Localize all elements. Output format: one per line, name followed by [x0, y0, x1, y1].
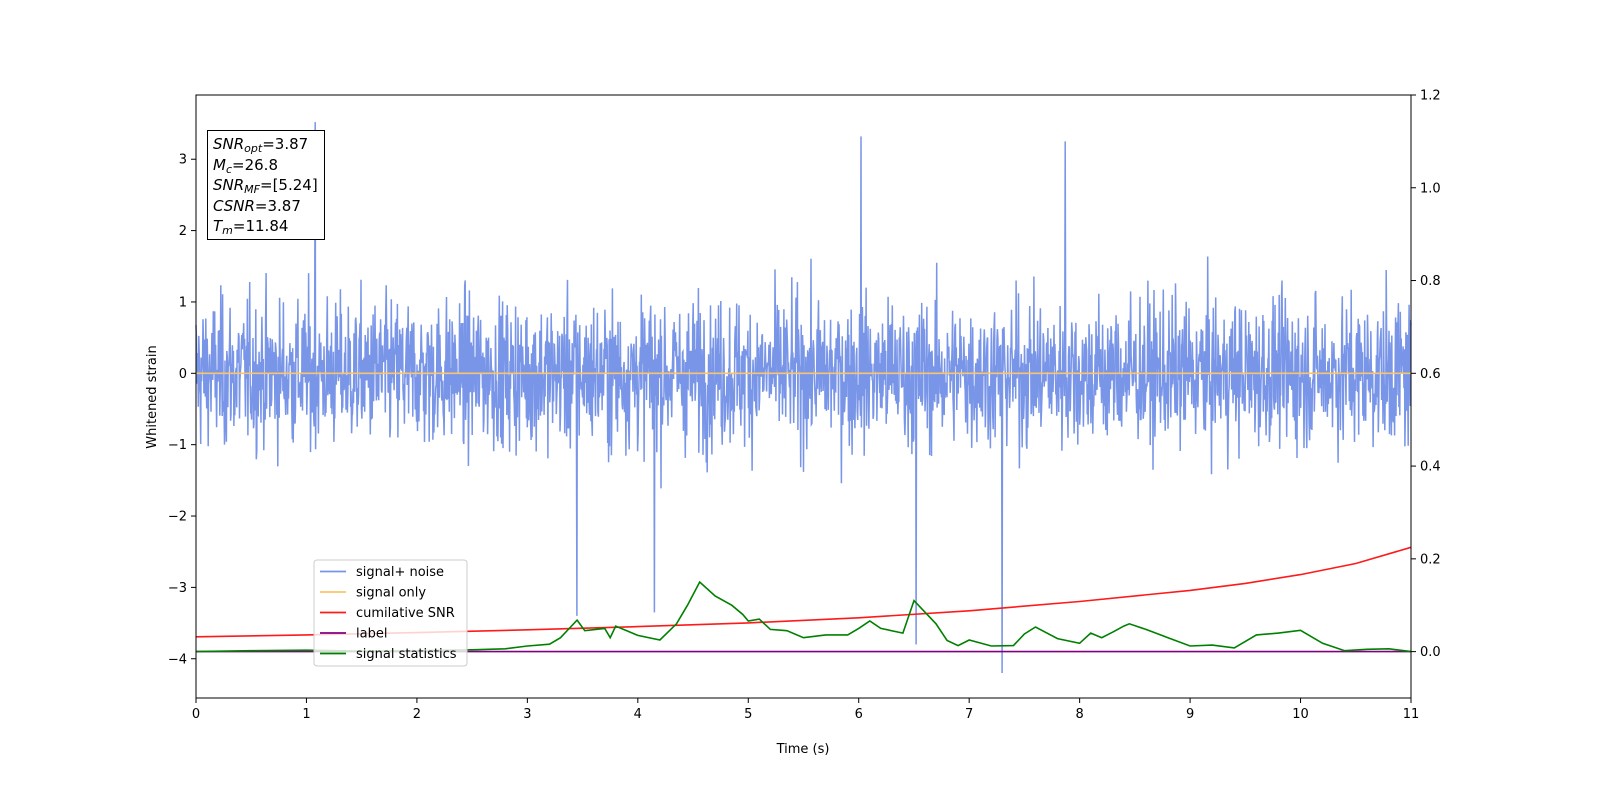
- legend-label: cumilative SNR: [356, 606, 455, 621]
- x-axis: 0 1 2 3 4 5 6 7 8 9 10 11: [192, 698, 1419, 722]
- y-axis-left: 3 2 1 0 −1 −2 −3 −4: [168, 153, 196, 667]
- legend-label: signal statistics: [356, 647, 457, 662]
- tm-line: Tm=11.84: [213, 217, 289, 237]
- plot-border: [195, 94, 1412, 699]
- y-left-tick-label: −4: [168, 652, 187, 667]
- plot-frame: [195, 94, 1412, 699]
- y-axis-label: Whitened strain: [145, 345, 160, 448]
- series-signal-noise: [195, 122, 1412, 674]
- csnr-line: CSNR=3.87: [213, 196, 301, 215]
- x-tick-label: 9: [1186, 707, 1194, 722]
- y-right-tick-label: 1.2: [1420, 89, 1441, 104]
- y-right-tick-label: 0.4: [1420, 460, 1441, 475]
- y-right-tick-label: 0.8: [1420, 274, 1441, 289]
- y-left-tick-label: 0: [179, 367, 187, 382]
- series-signal-statistics-line: [195, 580, 1412, 653]
- x-tick-label: 3: [523, 707, 531, 722]
- x-tick-label: 7: [965, 707, 973, 722]
- legend-box: [313, 559, 468, 667]
- legend-label: label: [356, 627, 387, 642]
- y-axis-right: 1.2 1.0 0.8 0.6 0.4 0.2 0.0: [1411, 89, 1441, 660]
- y-left-tick-label: 2: [179, 224, 187, 239]
- x-tick-label: 4: [634, 707, 642, 722]
- y-left-tick-label: −2: [168, 510, 187, 525]
- y-left-tick-label: −1: [168, 438, 187, 453]
- y-left-tick-label: 3: [179, 153, 187, 168]
- snr-mf-line: SNRMF=[5.24]: [213, 176, 318, 196]
- x-tick-label: 8: [1075, 707, 1083, 722]
- y-right-tick-label: 1.0: [1420, 181, 1441, 196]
- legend: signal+ noise signal only cumilative SNR la…: [313, 559, 468, 667]
- chirp-mass-line: Mc=26.8: [213, 155, 278, 176]
- snr-opt-line: SNRopt=3.87: [213, 135, 309, 155]
- y-left-tick-label: −3: [168, 581, 187, 596]
- legend-label: signal+ noise: [356, 565, 444, 580]
- signal-noise-line: [195, 122, 1412, 674]
- stats-annotation-box: SNRopt=3.87 Mc=26.8 SNRMF=[5.24] CSNR=3.…: [207, 130, 325, 240]
- y-right-tick-label: 0.6: [1420, 367, 1441, 382]
- x-tick-label: 2: [413, 707, 421, 722]
- x-tick-label: 11: [1403, 707, 1420, 722]
- x-tick-label: 0: [192, 707, 200, 722]
- y-right-tick-label: 0.0: [1420, 645, 1441, 660]
- x-tick-label: 10: [1292, 707, 1309, 722]
- x-axis-label: Time (s): [776, 742, 830, 757]
- x-tick-label: 6: [855, 707, 863, 722]
- y-right-tick-label: 0.2: [1420, 552, 1441, 567]
- x-tick-label: 5: [744, 707, 752, 722]
- legend-label: signal only: [356, 586, 426, 601]
- x-tick-label: 1: [302, 707, 310, 722]
- y-left-tick-label: 1: [179, 295, 187, 310]
